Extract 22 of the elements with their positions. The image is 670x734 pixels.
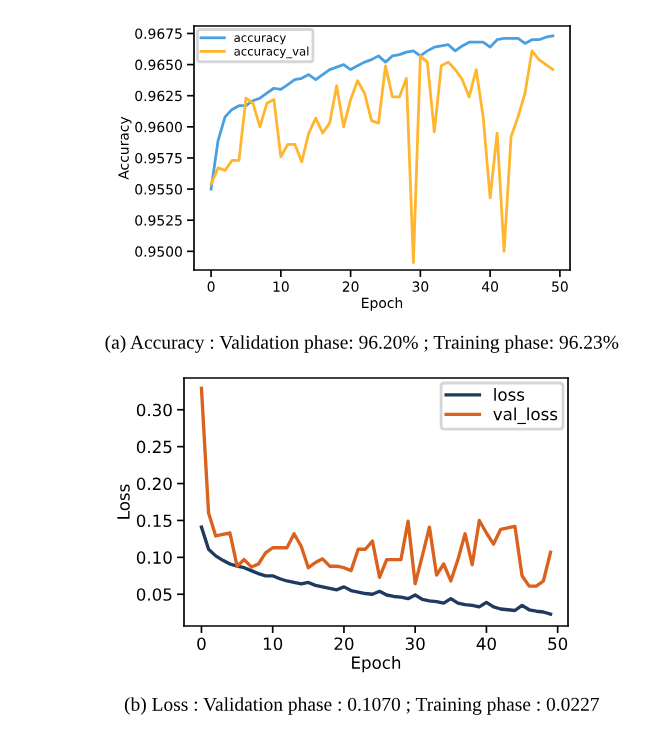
y-tick-label: 0.15: [136, 514, 172, 528]
legend-label: val_loss: [493, 407, 558, 425]
y-tick-label: 0.30: [136, 403, 172, 417]
y-tick-label: 0.25: [136, 440, 172, 454]
x-tick-label: 30: [405, 637, 425, 651]
text: (a) Accuracy : Validation phase: 96.20% ; Training phase: 96.23%: [105, 335, 619, 353]
y-tick-label: 0.10: [136, 551, 172, 564]
y-tick-label: 0.20: [136, 477, 172, 491]
y-axis-title: Loss: [117, 484, 130, 519]
line-series: [209, 49, 555, 264]
x-tick-label: 10: [263, 637, 283, 651]
x-axis-title: Epoch: [352, 656, 401, 673]
legend-label: loss: [494, 388, 525, 401]
x-tick-label: 20: [334, 637, 354, 651]
line-series: [209, 34, 555, 191]
y-tick-label: 0.05: [136, 588, 172, 601]
x-tick-label: 50: [548, 637, 568, 651]
text: (b) Loss : Validation phase : 0.1070 ; Training phase : 0.0227: [124, 697, 599, 715]
x-tick-label: 0: [197, 637, 206, 651]
line-series: [199, 525, 553, 616]
line-series: [199, 386, 553, 588]
x-tick-label: 40: [476, 637, 496, 651]
